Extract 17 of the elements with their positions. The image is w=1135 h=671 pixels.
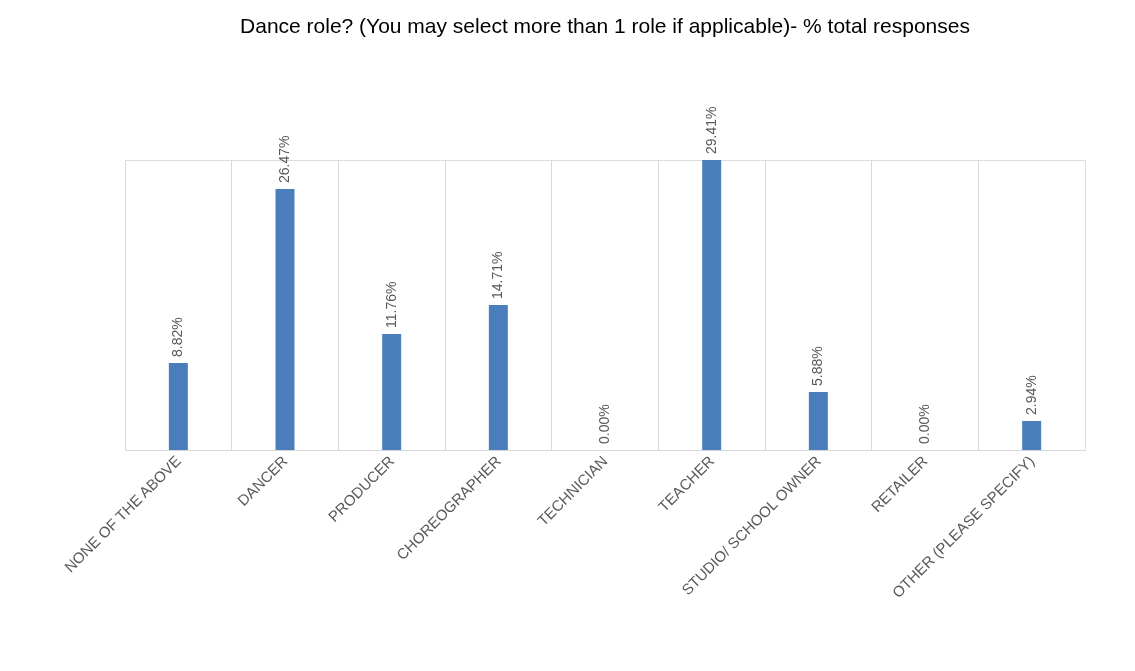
- data-label: 14.71%: [489, 251, 506, 299]
- data-label: 29.41%: [702, 106, 719, 154]
- bar: [1022, 421, 1042, 450]
- data-label: 0.00%: [596, 404, 612, 444]
- data-label: 8.82%: [169, 317, 186, 358]
- bar: [168, 363, 188, 450]
- chart-title: Dance role? (You may select more than 1 role if applicable)- % total responses: [240, 13, 970, 37]
- data-label: 0.00%: [916, 404, 932, 444]
- bar: [382, 334, 402, 450]
- data-label: 11.76%: [382, 281, 399, 329]
- bar: [702, 160, 722, 450]
- data-label: 2.94%: [1022, 375, 1039, 416]
- bar: [488, 304, 508, 450]
- data-label: 26.47%: [276, 135, 292, 183]
- bar: [275, 188, 295, 450]
- data-label: 5.88%: [809, 346, 826, 387]
- bar: [808, 392, 828, 450]
